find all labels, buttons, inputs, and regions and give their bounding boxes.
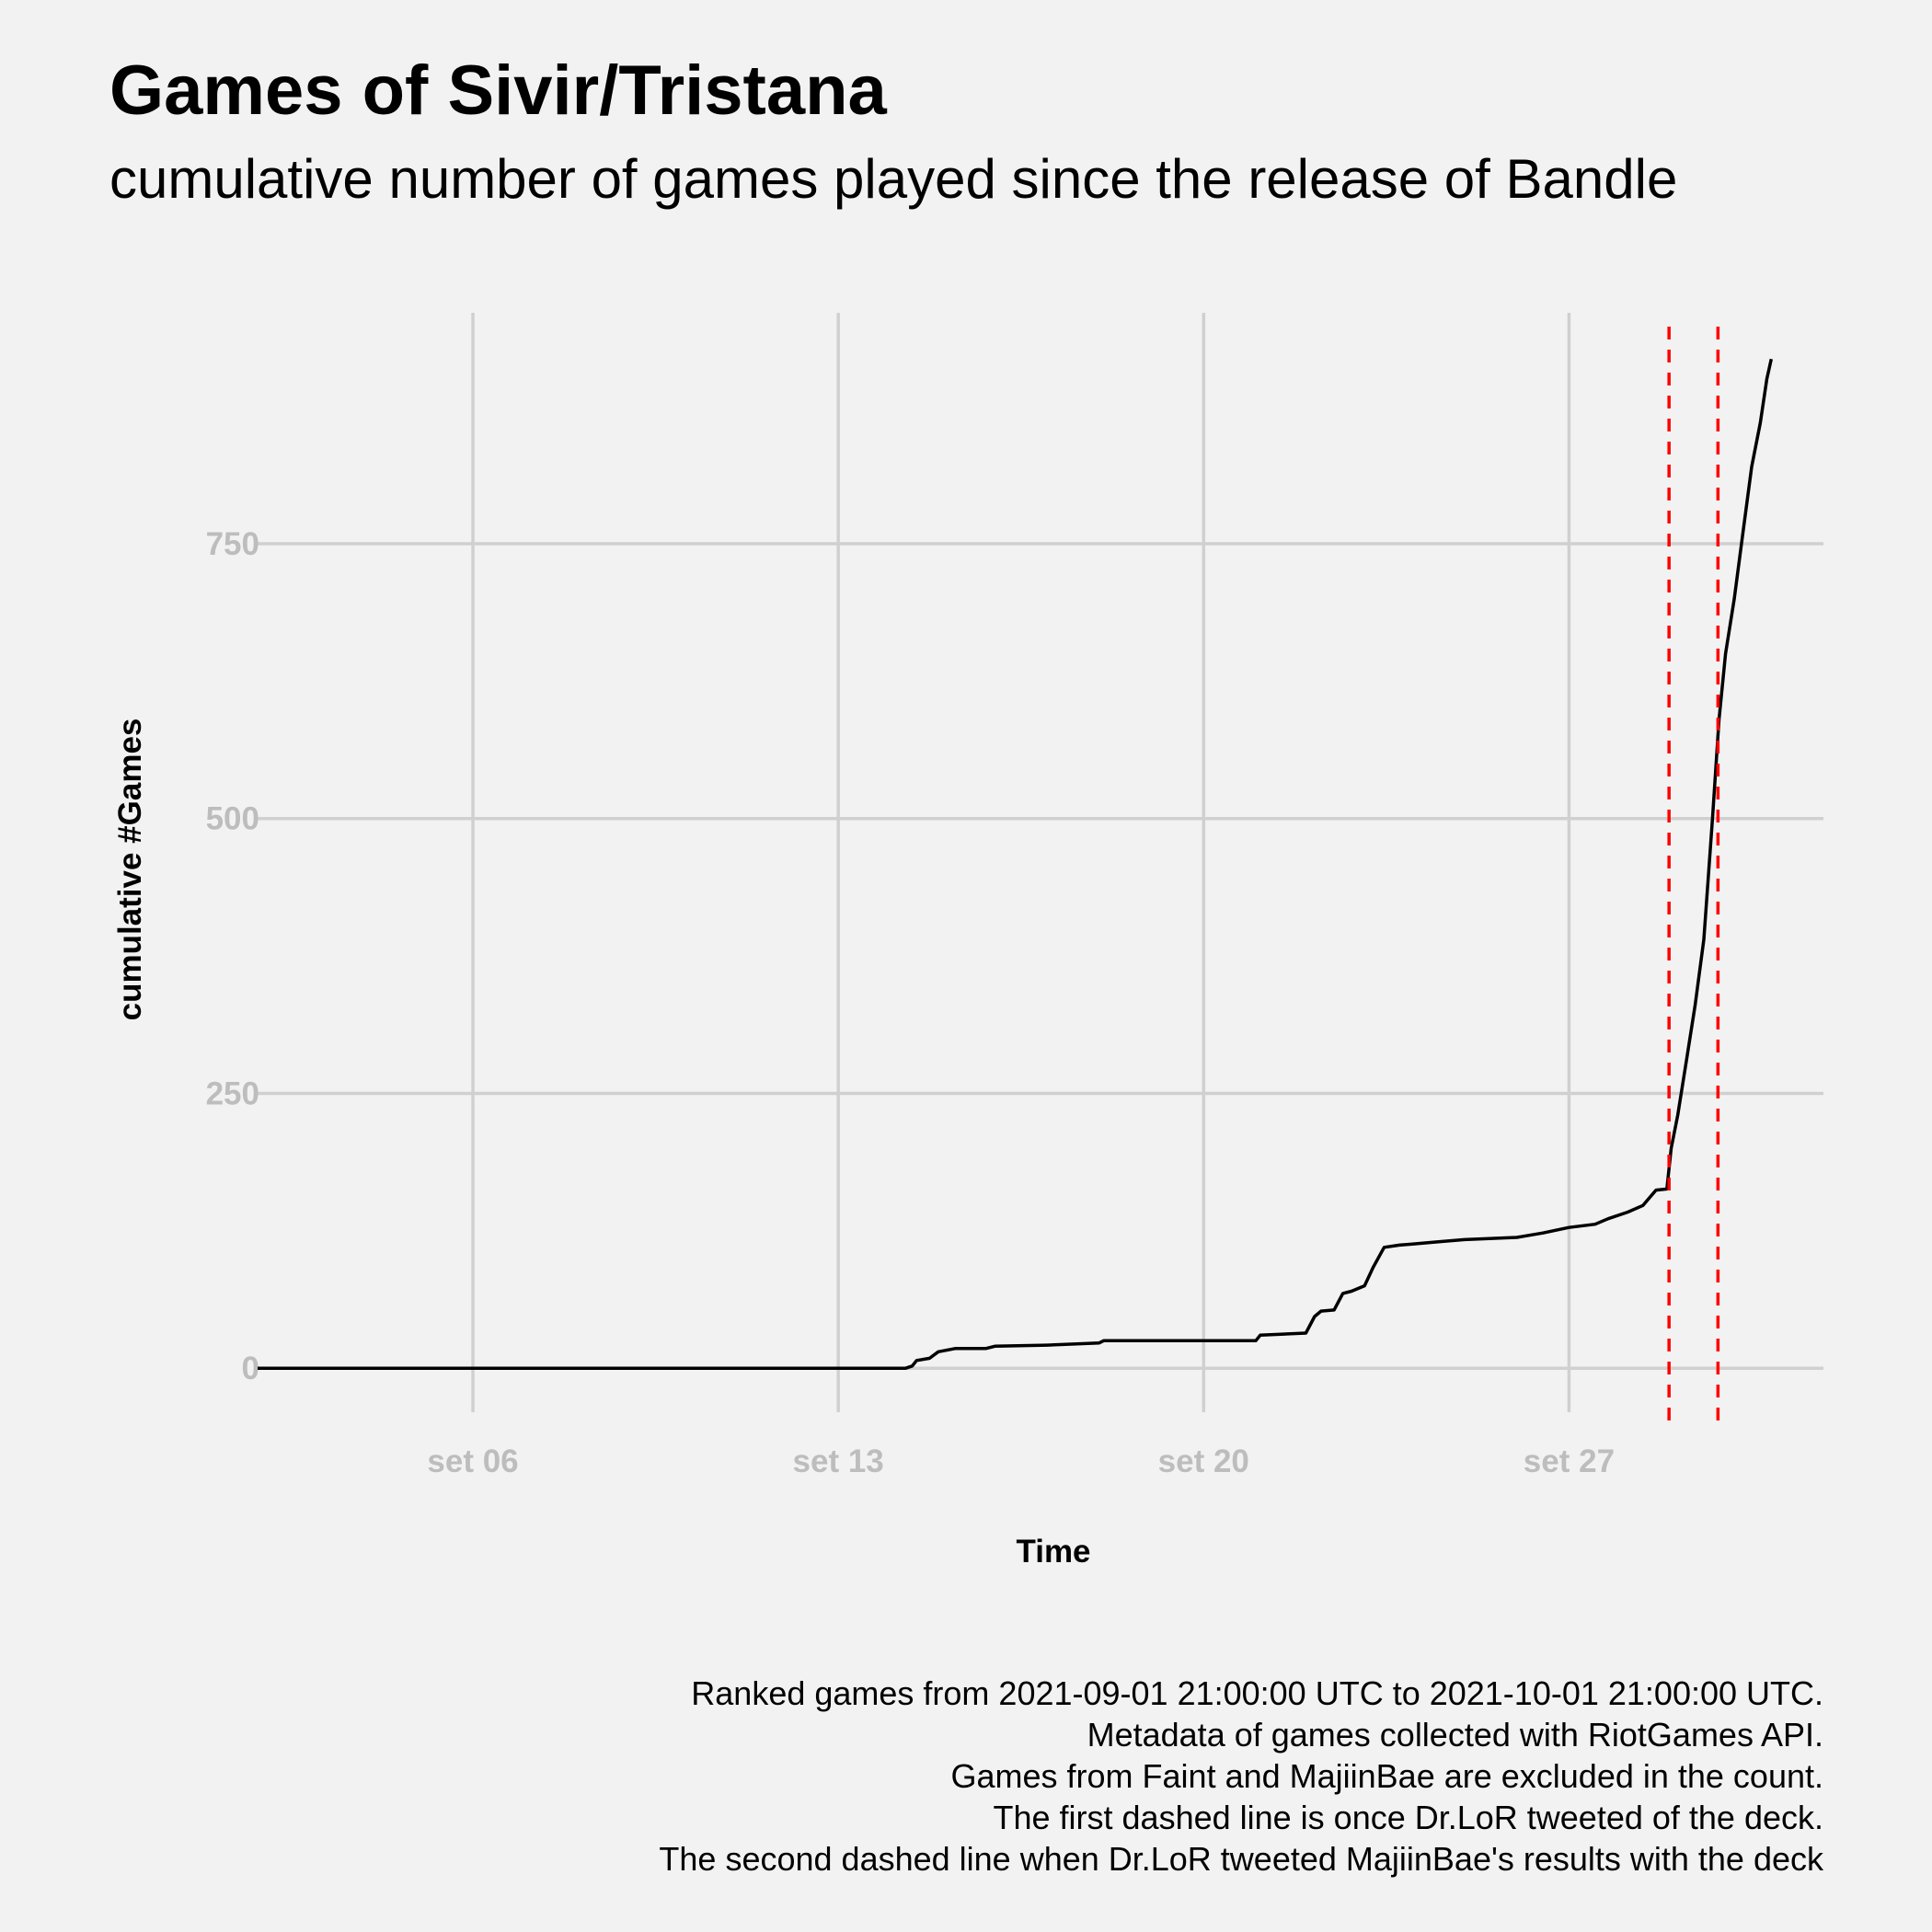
x-tick-label: set 13 <box>793 1443 884 1479</box>
y-tick-label: 750 <box>206 526 259 562</box>
dashed-event-lines <box>1667 327 1720 1421</box>
x-tick-labels: set 06 set 13 set 20 set 27 <box>427 1443 1615 1479</box>
y-tick-labels: 0 250 500 750 <box>206 526 259 1386</box>
caption-line: Games from Faint and MajiinBae are exclu… <box>950 1757 1824 1795</box>
caption-line: The first dashed line is once Dr.LoR twe… <box>993 1799 1824 1836</box>
chart-subtitle: cumulative number of games played since … <box>109 148 1678 210</box>
x-tick-label: set 06 <box>427 1443 518 1479</box>
y-tick-label: 250 <box>206 1075 259 1111</box>
x-tick-label: set 27 <box>1524 1443 1615 1479</box>
x-tick-label: set 20 <box>1158 1443 1249 1479</box>
y-tick-label: 500 <box>206 801 259 837</box>
series-line <box>258 358 1774 1370</box>
gridlines <box>258 313 1823 1412</box>
y-axis-title: cumulative #Games <box>112 719 148 1021</box>
caption-line: Metadata of games collected with RiotGam… <box>1087 1716 1823 1754</box>
caption-line: Ranked games from 2021-09-01 21:00:00 UT… <box>691 1674 1823 1712</box>
caption: Ranked games from 2021-09-01 21:00:00 UT… <box>659 1673 1823 1880</box>
caption-line: The second dashed line when Dr.LoR tweet… <box>659 1840 1823 1878</box>
chart-title: Games of Sivir/Tristana <box>109 52 887 130</box>
x-axis-title: Time <box>1016 1534 1090 1570</box>
series-lines <box>258 358 1774 1370</box>
y-tick-label: 0 <box>242 1351 259 1386</box>
